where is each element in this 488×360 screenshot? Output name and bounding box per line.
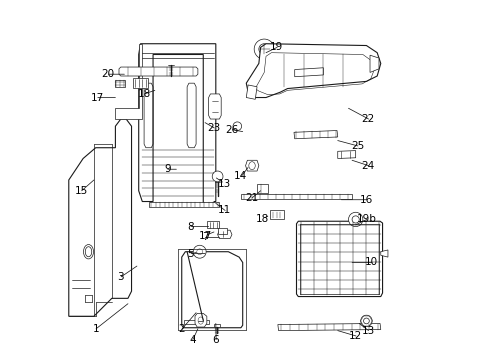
Polygon shape — [214, 324, 220, 327]
Text: 2: 2 — [178, 324, 184, 334]
Text: 10: 10 — [365, 257, 378, 267]
Polygon shape — [269, 211, 284, 220]
Text: 21: 21 — [244, 193, 258, 203]
Circle shape — [233, 122, 241, 131]
Text: 16: 16 — [359, 195, 372, 205]
Polygon shape — [369, 55, 378, 72]
Polygon shape — [206, 221, 219, 228]
Text: 20: 20 — [102, 69, 115, 79]
Text: 24: 24 — [361, 161, 374, 171]
Text: 6: 6 — [212, 334, 219, 345]
Text: 13: 13 — [218, 179, 231, 189]
Polygon shape — [257, 184, 267, 193]
Circle shape — [360, 315, 371, 327]
Text: 4: 4 — [189, 334, 195, 345]
Polygon shape — [133, 78, 147, 88]
Polygon shape — [246, 85, 257, 99]
Text: 8: 8 — [187, 222, 194, 231]
Text: 15: 15 — [75, 186, 88, 196]
Circle shape — [193, 245, 206, 258]
Text: 11: 11 — [218, 206, 231, 216]
Text: 18: 18 — [255, 214, 268, 224]
Polygon shape — [208, 94, 221, 119]
Polygon shape — [217, 230, 231, 238]
Text: 5: 5 — [187, 248, 194, 258]
Circle shape — [254, 39, 274, 59]
Text: 13: 13 — [361, 325, 374, 336]
Polygon shape — [293, 131, 337, 139]
Text: 17: 17 — [198, 231, 211, 240]
Polygon shape — [246, 44, 380, 98]
Text: 18: 18 — [137, 89, 150, 99]
Polygon shape — [296, 221, 382, 297]
Text: 12: 12 — [348, 331, 362, 341]
Circle shape — [212, 171, 223, 182]
Text: 1: 1 — [92, 324, 99, 334]
Polygon shape — [69, 119, 131, 316]
Text: 14: 14 — [234, 171, 247, 181]
Polygon shape — [380, 250, 387, 257]
Polygon shape — [115, 80, 125, 87]
Polygon shape — [149, 202, 219, 207]
Text: 26: 26 — [225, 125, 238, 135]
Polygon shape — [277, 323, 380, 330]
Text: 23: 23 — [207, 123, 220, 133]
Text: 19b: 19b — [356, 215, 376, 224]
Text: 9: 9 — [164, 164, 170, 174]
Circle shape — [348, 212, 362, 226]
Polygon shape — [218, 228, 226, 234]
Text: 7: 7 — [202, 232, 208, 242]
Polygon shape — [119, 67, 198, 76]
Text: 25: 25 — [350, 141, 364, 151]
Polygon shape — [182, 252, 242, 328]
Polygon shape — [195, 314, 206, 327]
Polygon shape — [115, 44, 142, 119]
Polygon shape — [337, 150, 355, 158]
Polygon shape — [241, 194, 351, 199]
Text: 3: 3 — [117, 272, 124, 282]
Polygon shape — [139, 44, 215, 203]
Polygon shape — [245, 160, 258, 171]
Text: 17: 17 — [91, 93, 104, 103]
Text: 22: 22 — [361, 114, 374, 124]
Text: 19: 19 — [269, 42, 283, 52]
